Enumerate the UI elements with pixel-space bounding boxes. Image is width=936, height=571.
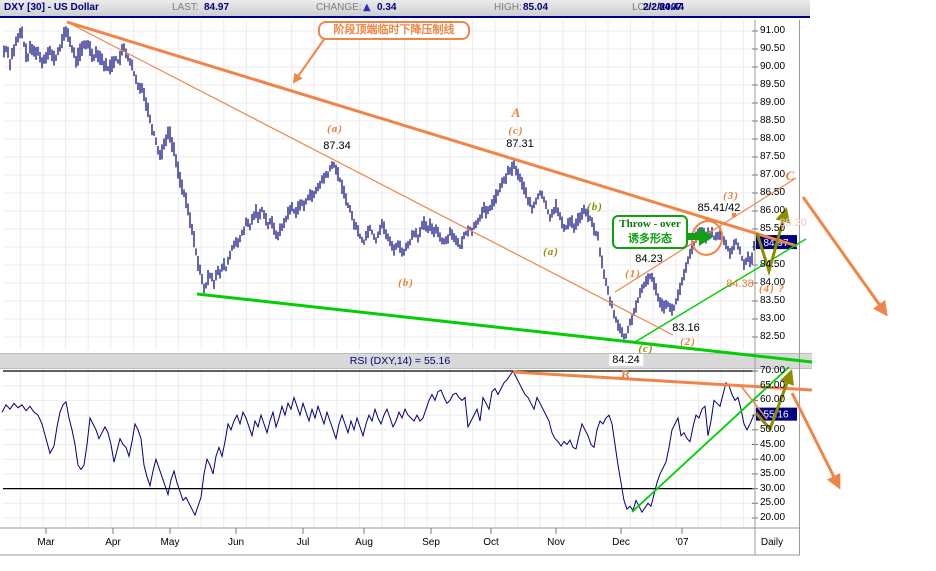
low-value: 84.44: [659, 2, 685, 13]
rsi-axis-label: 60.00: [760, 394, 786, 406]
bull-trap-label: 诱多形态: [628, 233, 672, 245]
elliott-wave-label[interactable]: (a): [543, 246, 559, 258]
rsi-axis-label: 50.00: [760, 423, 786, 435]
rsi-axis-label: 35.00: [760, 467, 786, 479]
price-axis-label: 86.50: [760, 187, 786, 198]
trendline-green-ascending[interactable]: [634, 238, 807, 343]
month-axis-label: Dec: [612, 537, 630, 548]
elliott-wave-label[interactable]: (c): [508, 125, 524, 137]
month-axis-label: May: [160, 537, 180, 548]
high-label: HIGH:: [494, 2, 522, 13]
rsi-axis-label: 30.00: [760, 482, 786, 494]
last-value: 84.97: [204, 2, 230, 13]
support-line-green[interactable]: [196, 292, 813, 364]
elliott-wave-label[interactable]: (b): [587, 201, 603, 213]
throw-over-label: Throw - over: [619, 218, 681, 230]
price-annotation-label[interactable]: 84.24: [609, 354, 643, 366]
price-annotation-label[interactable]: 85.41/42: [697, 202, 741, 214]
month-axis-label: Oct: [483, 537, 499, 548]
rsi-orange-segment[interactable]: [740, 385, 768, 420]
olive-zigzag-arrow-rsi[interactable]: [754, 369, 794, 432]
elliott-wave-label[interactable]: (c): [638, 343, 654, 355]
trendline-descending-thin[interactable]: [66, 21, 674, 336]
callout-text: 阶段顶端临时下降压制线: [333, 24, 455, 36]
callout-descending-pressure-line[interactable]: 阶段顶端临时下降压制线: [318, 21, 470, 40]
callout-pointer-arrow[interactable]: [292, 37, 326, 84]
price-axis-label: 83.00: [760, 313, 786, 324]
trendline-handle-dot[interactable]: [732, 213, 736, 217]
price-annotation-label[interactable]: 83.16: [672, 322, 700, 334]
price-axis-label: 91.00: [760, 25, 786, 36]
price-axis-label: 90.50: [760, 43, 786, 54]
price-axis-label: 84.50: [760, 259, 786, 270]
rsi-axis-label: 65.00: [760, 379, 786, 391]
price-axis-label: 90.00: [760, 61, 786, 72]
high-value: 85.04: [523, 2, 549, 13]
rsi-indicator-title: RSI (DXY,14) = 55.16: [349, 355, 451, 367]
elliott-wave-label[interactable]: (3): [723, 190, 739, 202]
rsi-trendline-orange[interactable]: [512, 370, 813, 392]
change-label: CHANGE:: [316, 2, 362, 13]
price-axis-label: 82.50: [760, 331, 786, 342]
price-axis-label: 88.00: [760, 133, 786, 144]
elliott-wave-label[interactable]: (1): [625, 268, 641, 280]
rsi-panel-header: RSI (DXY,14) = 55.16: [0, 353, 812, 369]
price-axis-label: 85.50: [760, 223, 786, 234]
month-axis-label: Mar: [37, 537, 55, 548]
quote-header-bar: DXY [30] - US Dollar LAST: 84.97 CHANGE:…: [0, 0, 810, 18]
last-label: LAST:: [172, 2, 199, 13]
ghost-price-label: 85.30: [779, 217, 807, 229]
month-axis-label: Nov: [547, 537, 565, 548]
price-axis-label: 88.50: [760, 115, 786, 126]
rsi-axis-label: 40.00: [760, 453, 786, 465]
month-axis-label: Aug: [355, 537, 373, 548]
price-axis-label: 89.50: [760, 79, 786, 90]
projection-arrow-down-2[interactable]: [790, 392, 841, 490]
month-axis-label: Sep: [422, 537, 440, 548]
rsi-axis-label: 70.00: [760, 365, 786, 376]
projection-arrow-down-1[interactable]: [801, 196, 888, 317]
elliott-letter-label[interactable]: B: [620, 367, 630, 382]
change-value: 0.34: [377, 2, 397, 13]
elliott-wave-label[interactable]: (b): [398, 277, 414, 289]
up-triangle-icon: ▲: [363, 2, 371, 13]
price-axis-label: 87.50: [760, 151, 786, 162]
quote-date: 2/2/2007: [643, 2, 682, 13]
rsi-line: [1, 370, 755, 517]
month-axis-label: Jun: [227, 537, 245, 548]
elliott-wave-label[interactable]: (2): [680, 336, 696, 348]
trendline-handle-dot[interactable]: [705, 217, 709, 221]
low-label: LOW:: [632, 2, 658, 13]
olive-zigzag-arrow-price[interactable]: [755, 207, 791, 277]
timeframe-label: Daily: [760, 537, 784, 548]
price-annotation-label[interactable]: 87.34: [323, 140, 351, 152]
month-axis-label: '07: [675, 537, 689, 548]
elliott-letter-label[interactable]: C: [785, 168, 795, 183]
elliott-wave-label[interactable]: (4) ?: [758, 283, 786, 295]
price-annotation-label[interactable]: 84.23: [635, 253, 663, 265]
price-annotation-label[interactable]: 87.31: [506, 138, 534, 150]
callout-throw-over[interactable]: Throw - over 诱多形态: [612, 215, 688, 249]
trendline-descending-thick[interactable]: [66, 20, 798, 248]
rsi-axis-label: 25.00: [760, 497, 786, 509]
symbol-title: DXY [30] - US Dollar: [4, 2, 99, 13]
rsi-trendline-green[interactable]: [631, 366, 790, 513]
price-annotation-label[interactable]: 84.38: [726, 278, 754, 290]
month-axis-label: Jul: [296, 537, 310, 548]
elliott-letter-label[interactable]: A: [511, 105, 521, 120]
rsi-axis-label: 45.00: [760, 438, 786, 450]
month-axis-label: Apr: [105, 537, 121, 548]
price-axis-label: 89.00: [760, 97, 786, 108]
price-axis-label: 83.50: [760, 295, 786, 306]
throw-over-block-arrow[interactable]: [683, 227, 713, 246]
price-axis-label: 87.00: [760, 169, 786, 180]
rsi-axis-label: 20.00: [760, 512, 786, 523]
elliott-wave-label[interactable]: (a): [327, 123, 343, 135]
price-axis-label: 86.00: [760, 205, 786, 216]
price-axis-label: 84.00: [760, 277, 786, 288]
